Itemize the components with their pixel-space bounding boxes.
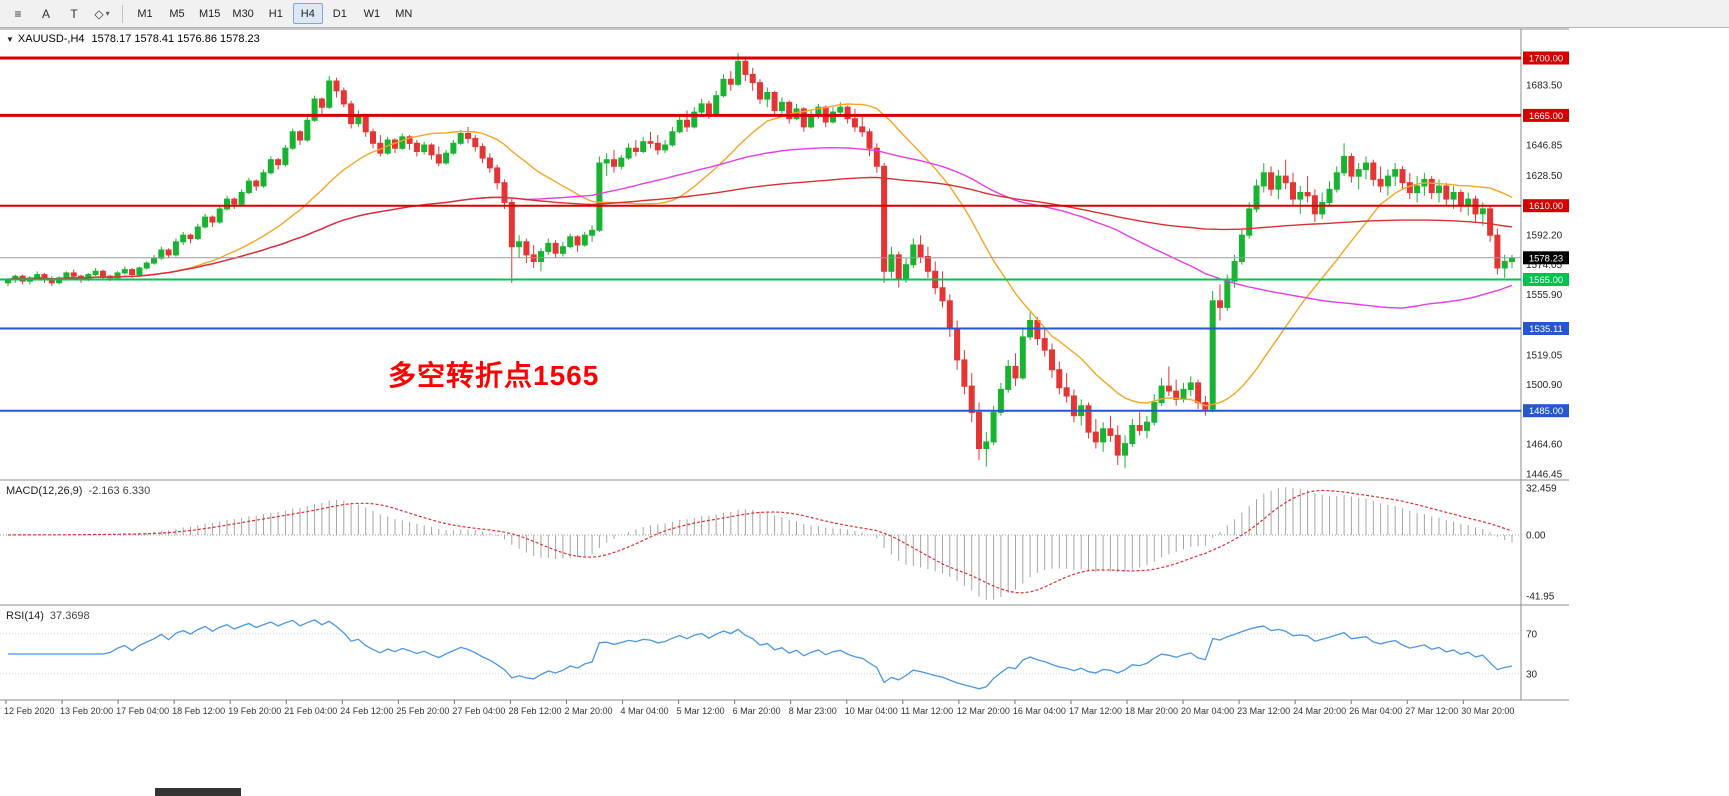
arrow-tool-icon[interactable]: A <box>41 6 50 21</box>
svg-text:10 Mar 04:00: 10 Mar 04:00 <box>845 706 898 716</box>
chart-title: ▼ XAUUSD-,H4 1578.17 1578.41 1576.86 1578.… <box>6 33 260 45</box>
svg-text:11 Mar 12:00: 11 Mar 12:00 <box>901 706 953 716</box>
svg-text:21 Feb 04:00: 21 Feb 04:00 <box>284 706 337 716</box>
timeframe-button-m15[interactable]: M15 <box>199 7 221 20</box>
price-axis-labels: 1683.50 1646.85 1628.50 1592.20 1574.05 1555.… <box>1526 81 1563 481</box>
svg-text:1485.00: 1485.00 <box>1529 406 1563 417</box>
svg-text:20 Mar 04:00: 20 Mar 04:00 <box>1181 706 1234 716</box>
macd-label: MACD(12,26,9) -2.163 6.330 <box>6 485 150 497</box>
indicator-list-icon[interactable]: ≡ <box>14 6 22 21</box>
timeframe-toolbar: M1 M5 M15 M30 H1 H4 D1 W1 MN <box>129 3 420 24</box>
moving-averages-layer <box>7 103 1513 407</box>
svg-text:24 Mar 20:00: 24 Mar 20:00 <box>1293 706 1346 716</box>
level-lines-layer: 1700.00 1665.00 1610.00 1578.23 1565.00 1535.… <box>0 51 1569 417</box>
svg-text:32.459: 32.459 <box>1526 483 1557 494</box>
svg-text:1535.11: 1535.11 <box>1529 324 1563 335</box>
date-axis: 12 Feb 2020 13 Feb 20:00 17 Feb 04:00 18 Fe… <box>4 700 1514 716</box>
svg-text:1665.00: 1665.00 <box>1529 111 1563 122</box>
svg-text:0.00: 0.00 <box>1526 531 1546 542</box>
svg-text:18 Feb 12:00: 18 Feb 12:00 <box>172 706 225 716</box>
svg-text:-41.95: -41.95 <box>1526 591 1555 602</box>
taskbar-fragment[interactable] <box>155 788 241 796</box>
rsi-value: 37.3698 <box>49 610 90 622</box>
chart-window: 1683.50 1646.85 1628.50 1592.20 1574.05 1555.… <box>0 28 1729 796</box>
svg-text:1446.45: 1446.45 <box>1526 469 1563 480</box>
svg-text:23 Mar 12:00: 23 Mar 12:00 <box>1237 706 1290 716</box>
tool-icons-group: ≡ A T ◇ ▾ <box>4 3 116 25</box>
main-toolbar: ≡ A T ◇ ▾ M1 M5 M15 M30 H1 H4 D1 W1 MN <box>0 0 1729 28</box>
svg-text:70: 70 <box>1526 630 1538 641</box>
chart-symbol-label: XAUUSD-,H4 <box>17 33 85 45</box>
svg-text:30: 30 <box>1526 670 1538 681</box>
svg-text:6 Mar 20:00: 6 Mar 20:00 <box>733 706 781 716</box>
macd-layer: 32.459 0.00 -41.95 <box>0 483 1557 602</box>
timeframe-button-mn[interactable]: MN <box>395 7 413 20</box>
panel-borders <box>0 28 1569 701</box>
svg-text:1683.50: 1683.50 <box>1526 81 1563 92</box>
timeframe-button-h1[interactable]: H1 <box>268 7 283 20</box>
timeframe-button-m5[interactable]: M5 <box>169 7 185 20</box>
text-label-tool-icon[interactable]: T <box>70 6 78 21</box>
svg-text:1565.00: 1565.00 <box>1529 275 1563 286</box>
svg-text:17 Feb 04:00: 17 Feb 04:00 <box>116 706 169 716</box>
svg-text:27 Feb 04:00: 27 Feb 04:00 <box>452 706 505 716</box>
svg-text:18 Mar 20:00: 18 Mar 20:00 <box>1125 706 1178 716</box>
svg-text:12 Mar 20:00: 12 Mar 20:00 <box>957 706 1010 716</box>
chart-annotation-text: 多空转折点1565 <box>388 360 600 391</box>
macd-values: -2.163 6.330 <box>88 485 151 497</box>
svg-text:26 Mar 04:00: 26 Mar 04:00 <box>1349 706 1402 716</box>
svg-text:1646.85: 1646.85 <box>1526 141 1563 152</box>
svg-text:1574.05: 1574.05 <box>1526 260 1563 271</box>
svg-text:27 Mar 12:00: 27 Mar 12:00 <box>1405 706 1458 716</box>
timeframe-button-m1[interactable]: M1 <box>137 7 153 20</box>
svg-text:1628.50: 1628.50 <box>1526 171 1563 182</box>
svg-text:1610.00: 1610.00 <box>1529 201 1563 212</box>
svg-text:16 Mar 04:00: 16 Mar 04:00 <box>1013 706 1066 716</box>
svg-text:25 Feb 20:00: 25 Feb 20:00 <box>396 706 449 716</box>
rsi-label: RSI(14) 37.3698 <box>6 610 90 622</box>
svg-text:2 Mar 20:00: 2 Mar 20:00 <box>565 706 613 716</box>
svg-text:1578.23: 1578.23 <box>1529 253 1563 264</box>
svg-text:1519.05: 1519.05 <box>1526 350 1563 361</box>
svg-text:1700.00: 1700.00 <box>1529 54 1563 65</box>
rsi-layer: 70 30 <box>0 619 1538 690</box>
macd-name: MACD(12,26,9) <box>6 485 83 497</box>
svg-text:1555.90: 1555.90 <box>1526 290 1563 301</box>
svg-text:1592.20: 1592.20 <box>1526 230 1563 241</box>
chart-menu-icon[interactable]: ▼ <box>6 35 14 44</box>
svg-text:24 Feb 12:00: 24 Feb 12:00 <box>340 706 393 716</box>
svg-text:30 Mar 20:00: 30 Mar 20:00 <box>1461 706 1514 716</box>
timeframe-button-w1[interactable]: W1 <box>363 7 381 20</box>
svg-text:4 Mar 04:00: 4 Mar 04:00 <box>621 706 669 716</box>
chart-ohlc-values: 1578.17 1578.41 1576.86 1578.23 <box>91 33 260 45</box>
shapes-tool-icon[interactable]: ◇ ▾ <box>94 6 110 21</box>
toolbar-separator <box>122 4 123 23</box>
svg-text:17 Mar 12:00: 17 Mar 12:00 <box>1069 706 1122 716</box>
timeframe-button-m30[interactable]: M30 <box>232 7 254 20</box>
svg-text:1500.90: 1500.90 <box>1526 380 1563 391</box>
rsi-name: RSI(14) <box>6 610 44 622</box>
dropdown-caret-icon: ▾ <box>105 9 110 18</box>
svg-text:5 Mar 12:00: 5 Mar 12:00 <box>677 706 725 716</box>
svg-text:19 Feb 20:00: 19 Feb 20:00 <box>228 706 281 716</box>
timeframe-button-h4[interactable]: H4 <box>292 3 323 24</box>
chart-canvas[interactable]: 1683.50 1646.85 1628.50 1592.20 1574.05 1555.… <box>0 28 1729 796</box>
svg-text:8 Mar 23:00: 8 Mar 23:00 <box>789 706 837 716</box>
svg-text:28 Feb 12:00: 28 Feb 12:00 <box>508 706 561 716</box>
svg-text:12 Feb 2020: 12 Feb 2020 <box>4 706 55 716</box>
svg-text:1464.60: 1464.60 <box>1526 440 1563 451</box>
svg-text:13 Feb 20:00: 13 Feb 20:00 <box>60 706 113 716</box>
timeframe-button-d1[interactable]: D1 <box>332 7 347 20</box>
